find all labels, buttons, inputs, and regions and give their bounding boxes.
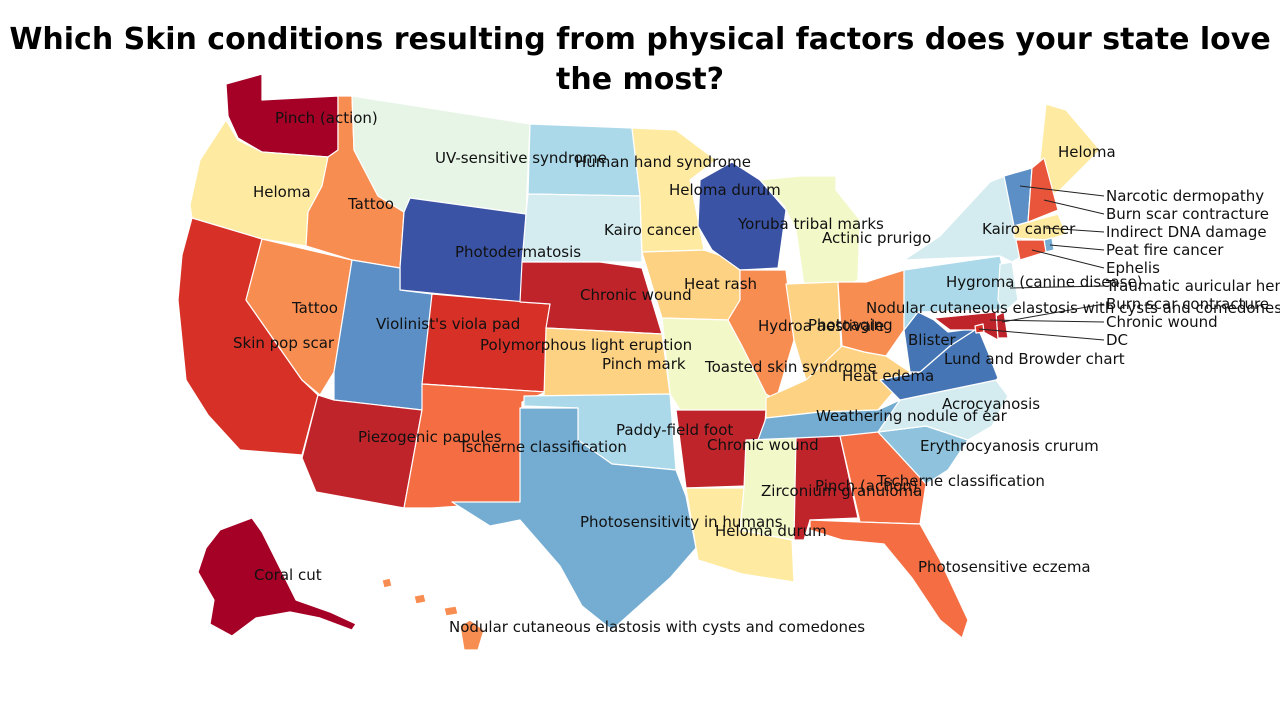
state-HI-islands[interactable] [381, 577, 393, 589]
state-shapes [177, 73, 1101, 651]
map-title: Which Skin conditions resulting from phy… [9, 22, 1271, 97]
state-HI-islands-3[interactable] [443, 605, 459, 617]
label-va: Lund and Browder chart [944, 350, 1125, 368]
label-ks: Pinch mark [602, 355, 686, 373]
state-WI[interactable] [697, 161, 787, 271]
label-ok: Paddy-field foot [616, 421, 733, 439]
label-mn1: Human hand syndrome [575, 153, 751, 171]
leader-line [989, 319, 1105, 323]
state-MA[interactable] [1013, 213, 1067, 241]
state-MD[interactable] [933, 311, 999, 341]
label-pa: Hygroma (canine disease) [946, 273, 1143, 291]
label-ut: Violinist's viola pad [376, 315, 520, 333]
label-il: Hydroa aestivale [758, 317, 884, 335]
state-CT[interactable] [1015, 239, 1047, 261]
label-nd: UV-sensitive syndrome [435, 149, 607, 167]
label-co: Polymorphous light eruption [480, 336, 692, 354]
label-wv: Blister [908, 331, 957, 349]
label-oh: Nodular cutaneous elastosis with cysts a… [866, 299, 1280, 317]
label-ct: Ephelis [1106, 259, 1160, 277]
label-mi: Actinic prurigo [822, 229, 931, 247]
leader-line [1049, 244, 1105, 251]
label-mn2: Heloma durum [669, 181, 781, 199]
label-nj: Traumatic auricular hematoma [1105, 277, 1280, 295]
label-nm: Tscherne classification [458, 438, 627, 456]
label-mo: Toasted skin syndrome [704, 358, 877, 376]
label-ms: Zirconium granuloma [761, 482, 922, 500]
label-md: Chronic wound [1106, 313, 1218, 331]
label-ar: Chronic wound [707, 436, 819, 454]
label-ia: Heat rash [684, 275, 757, 293]
label-la: Heloma durum [715, 522, 827, 540]
label-dc: DC [1106, 331, 1128, 349]
label-de: Burn scar contracture [1106, 295, 1269, 313]
label-wi: Yoruba tribal marks [737, 215, 884, 233]
state-HI-islands-2[interactable] [413, 593, 427, 605]
label-hi: Nodular cutaneous elastosis with cysts a… [449, 618, 865, 636]
label-fl: Photosensitive eczema [918, 558, 1091, 576]
state-GA[interactable] [839, 431, 927, 525]
label-id: Tattoo [347, 195, 394, 213]
state-AZ[interactable] [301, 394, 423, 509]
label-wa: Pinch (action) [275, 109, 378, 127]
label-ca: Skin pop scar [233, 334, 335, 352]
state-TX[interactable] [451, 407, 697, 631]
label-sc: Erythrocyanosis crurum [920, 437, 1099, 455]
label-ne: Chronic wound [580, 286, 692, 304]
leader-line [978, 328, 1105, 341]
state-NC[interactable] [877, 379, 1009, 441]
state-NJ[interactable] [997, 261, 1019, 313]
label-ak: Coral cut [254, 566, 322, 584]
label-me: Heloma [1058, 143, 1116, 161]
leader-line [1001, 303, 1105, 323]
label-ky: Heat edema [842, 367, 934, 385]
leader-line [1043, 199, 1105, 215]
label-tn: Weathering nodule of ear [816, 407, 1008, 425]
state-AK[interactable] [197, 517, 357, 637]
state-MS[interactable] [739, 437, 797, 541]
state-MI[interactable] [759, 175, 861, 299]
label-tx: Photosensitivity in humans [580, 513, 783, 531]
label-wy: Photodermatosis [455, 243, 581, 261]
state-MN[interactable] [631, 127, 717, 253]
leader-line [1031, 249, 1105, 269]
label-ga: Tscherne classification [876, 472, 1045, 490]
label-ma: Indirect DNA damage [1106, 223, 1267, 241]
state-HI[interactable] [459, 619, 485, 651]
label-sd: Kairo cancer [604, 221, 698, 239]
label-al: Pinch (action) [815, 477, 918, 495]
label-nc: Acrocyanosis [942, 395, 1040, 413]
label-ri: Peat fire cancer [1106, 241, 1224, 259]
label-in: Photoaging [808, 316, 893, 334]
state-labels: Pinch (action) Heloma Skin pop scar Tatt… [233, 109, 1280, 636]
state-DC[interactable] [974, 323, 985, 334]
label-nv: Tattoo [291, 299, 338, 317]
leader-line [1045, 227, 1105, 233]
state-NH[interactable] [1027, 157, 1059, 223]
leader-lines [978, 185, 1105, 341]
label-or: Heloma [253, 183, 311, 201]
label-vt: Narcotic dermopathy [1106, 187, 1264, 205]
leader-line [1009, 285, 1105, 289]
leader-line [1019, 185, 1105, 197]
state-ME[interactable] [1039, 103, 1101, 201]
label-az: Piezogenic papules [358, 428, 502, 446]
state-FL[interactable] [809, 519, 969, 639]
label-nh: Burn scar contracture [1106, 205, 1269, 223]
label-ny: Kairo cancer [982, 220, 1076, 238]
